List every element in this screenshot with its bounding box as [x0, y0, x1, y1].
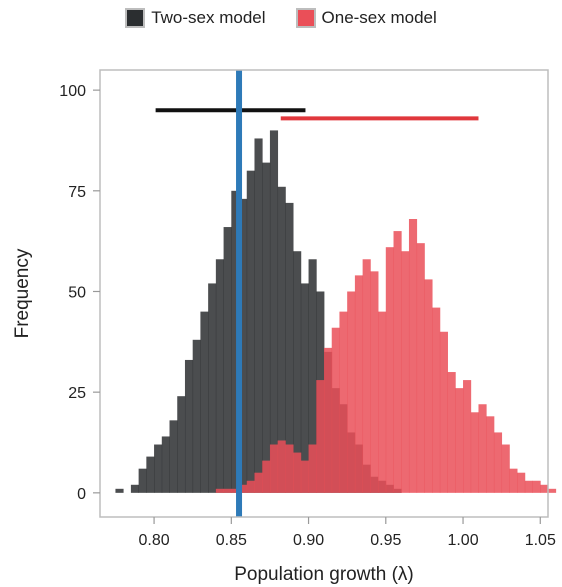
y-axis-title: Frequency	[12, 248, 33, 338]
x-tick-label: 1.00	[447, 532, 478, 549]
one-sex-bar	[401, 251, 410, 493]
one-sex-bar	[370, 271, 379, 493]
one-sex-bar	[246, 480, 255, 493]
two-sex-bar	[154, 444, 163, 493]
two-sex-bar	[130, 484, 140, 493]
legend-item-two-sex: Two-sex model	[125, 8, 266, 28]
x-tick-label: 0.95	[370, 532, 401, 549]
two-sex-bar	[246, 170, 255, 493]
plot-frame	[99, 69, 549, 518]
y-tick-label: 25	[68, 385, 86, 402]
two-sex-bar	[269, 130, 279, 493]
two-sex-bar	[231, 190, 240, 493]
one-sex-bar	[231, 488, 240, 493]
one-sex-bar	[408, 219, 418, 493]
one-sex-bar	[347, 291, 356, 493]
one-sex-bar	[354, 275, 364, 493]
one-sex-bar	[331, 327, 340, 493]
one-sex-bar	[517, 472, 526, 493]
one-sex-bar	[509, 468, 518, 493]
two-sex-bar	[208, 283, 217, 493]
x-tick-label: 1.05	[525, 532, 556, 549]
two-sex-bar	[277, 186, 286, 493]
two-sex-bar	[262, 162, 271, 493]
two-sex-bar	[200, 311, 209, 493]
one-sex-bar	[548, 488, 557, 493]
two-sex-swatch	[125, 8, 146, 28]
one-sex-bar	[308, 444, 317, 493]
one-sex-bar	[493, 432, 503, 493]
bars-layer	[115, 130, 557, 493]
one-sex-bar	[293, 452, 302, 493]
one-sex-bar	[269, 444, 279, 493]
one-sex-bar	[501, 444, 510, 493]
one-sex-bar	[447, 372, 456, 493]
two-sex-bar	[146, 456, 155, 493]
two-sex-bar	[177, 396, 186, 493]
x-tick-label: 0.80	[138, 532, 169, 549]
two-sex-bar	[239, 198, 248, 493]
y-tick-label: 100	[59, 83, 86, 100]
one-sex-bar	[362, 259, 371, 493]
one-sex-bar	[223, 488, 232, 493]
one-sex-bar	[324, 347, 333, 493]
two-sex-bar	[293, 251, 302, 493]
legend-label-two-sex: Two-sex model	[151, 8, 266, 27]
y-tick-label: 75	[68, 184, 86, 201]
two-sex-bar	[169, 420, 178, 493]
one-sex-bar	[393, 231, 402, 493]
two-sex-bar	[138, 468, 147, 493]
one-sex-bar	[455, 388, 464, 493]
one-sex-bar	[524, 480, 533, 493]
x-axis: 0.80 0.85 0.90 0.95 1.00 1.05	[138, 517, 556, 549]
legend-label-one-sex: One-sex model	[321, 8, 437, 27]
one-sex-bar	[262, 460, 271, 493]
one-sex-bar	[277, 440, 286, 493]
one-sex-bar	[285, 444, 294, 493]
one-sex-bar	[532, 480, 541, 493]
two-sex-bar	[115, 488, 124, 493]
two-sex-bar	[223, 227, 232, 493]
one-sex-bar	[486, 416, 495, 493]
one-sex-bar	[424, 279, 433, 493]
x-axis-title: Population growth (λ)	[234, 564, 414, 585]
one-sex-bar	[470, 412, 479, 493]
one-sex-bar	[416, 243, 425, 493]
one-sex-bar	[254, 472, 263, 493]
one-sex-bar	[239, 484, 248, 493]
one-sex-bar	[540, 484, 549, 493]
one-sex-bar	[316, 380, 325, 493]
two-sex-bar	[300, 283, 309, 493]
x-tick-label: 0.90	[293, 532, 324, 549]
one-sex-swatch	[295, 8, 316, 28]
legend: Two-sex model One-sex model	[0, 8, 562, 28]
y-axis: 0 25 50 75 100	[59, 83, 100, 503]
two-sex-bar	[285, 202, 294, 493]
two-sex-bar	[254, 138, 263, 493]
two-sex-bar	[184, 359, 194, 493]
one-sex-bar	[385, 247, 394, 493]
one-sex-bar	[339, 311, 348, 493]
two-sex-bar	[215, 259, 224, 493]
two-sex-bar	[192, 339, 201, 493]
one-sex-bar	[463, 380, 472, 493]
one-sex-bar	[300, 460, 309, 493]
one-sex-bar	[478, 404, 487, 493]
one-sex-bar	[432, 307, 441, 493]
lines-layer	[155, 70, 479, 517]
legend-item-one-sex: One-sex model	[295, 8, 437, 28]
two-sex-bar	[308, 259, 317, 493]
one-sex-bar	[439, 331, 448, 493]
two-sex-bar	[161, 436, 170, 493]
one-sex-bar	[378, 311, 387, 493]
y-tick-label: 50	[68, 284, 86, 301]
y-tick-label: 0	[77, 486, 86, 503]
x-tick-label: 0.85	[216, 532, 247, 549]
one-sex-bar	[215, 488, 224, 493]
